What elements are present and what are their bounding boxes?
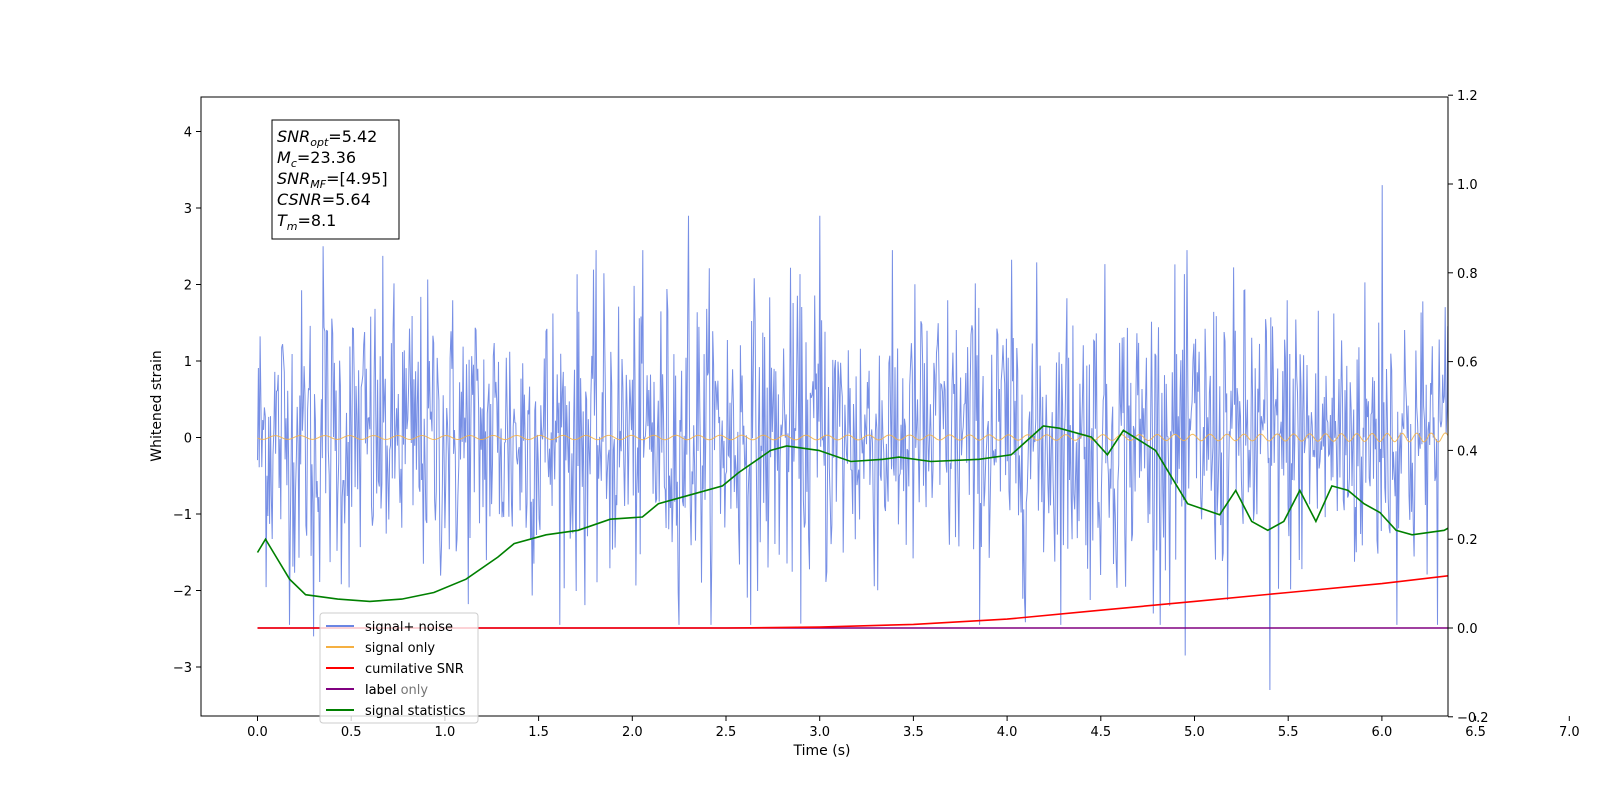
series-signal-plus-noise — [257, 185, 1448, 691]
y-axis-ticks: −3 −2 −1 0 1 2 3 4 — [173, 126, 201, 676]
x-tick-label: 4.0 — [997, 725, 1018, 740]
annotation-subscript: m — [287, 220, 298, 233]
series-cumulative-snr — [257, 574, 1448, 629]
signal-series-layer — [257, 432, 1448, 443]
legend-frame — [319, 612, 479, 724]
y2-tick-label: 0.0 — [1457, 622, 1478, 637]
annotation-box-frame — [271, 119, 400, 240]
y-tick-label: 0 — [184, 432, 192, 447]
legend-entry: signal only — [365, 641, 435, 656]
y2-tick-label: 0.8 — [1457, 267, 1478, 282]
x-tick-label: 5.0 — [1184, 725, 1205, 740]
noise-series-layer — [257, 185, 1448, 691]
x-tick-label: 1.0 — [435, 725, 456, 740]
series-signal-only — [257, 432, 1448, 443]
annotation-value: =5.64 — [322, 190, 371, 209]
annotation-value: =[4.95] — [326, 169, 388, 188]
x-tick-label: 2.5 — [716, 725, 737, 740]
y2-tick-label: 0.4 — [1457, 444, 1478, 459]
y-tick-label: 1 — [184, 355, 192, 370]
legend-entry: cumilative SNR — [365, 662, 464, 677]
plot-frame — [200, 96, 1449, 717]
y-tick-label: −3 — [173, 661, 192, 676]
legend-entry: signal statistics — [365, 704, 466, 719]
x-tick-label: 7.0 — [1559, 725, 1580, 740]
x-tick-label: 3.5 — [903, 725, 924, 740]
x-tick-label: 0.0 — [247, 725, 268, 740]
y-tick-label: 2 — [184, 279, 192, 294]
annotation-value: =23.36 — [297, 148, 356, 167]
y2-tick-label: −0.2 — [1457, 711, 1489, 726]
y-axis-label: Whitened strain — [149, 350, 165, 461]
x-tick-label: 0.5 — [341, 725, 362, 740]
annotation-symbol: SNR — [277, 127, 310, 146]
x-axis-ticks: 0.0 0.5 1.0 1.5 2.0 2.5 3.0 3.5 4.0 4.5 5.0 5.5 6.0 6… — [247, 716, 1580, 740]
x-tick-label: 3.0 — [809, 725, 830, 740]
y2-axis-ticks: −0.2 0.0 0.2 0.4 0.6 0.8 1.0 1.2 — [1448, 89, 1489, 726]
y-tick-label: 3 — [184, 202, 192, 217]
x-axis-label: Time (s) — [793, 743, 851, 759]
y2-tick-label: 1.2 — [1457, 89, 1478, 104]
y-tick-label: −2 — [173, 585, 192, 600]
annotation-subscript: c — [291, 157, 297, 170]
x-tick-label: 1.5 — [528, 725, 549, 740]
annotation-value: =5.42 — [328, 127, 377, 146]
annotation-value: =8.1 — [298, 211, 337, 230]
right-axis-series-layer — [256, 425, 1448, 629]
y-tick-label: −1 — [173, 508, 192, 523]
annotation-subscript: MF — [310, 178, 326, 191]
x-tick-label: 4.5 — [1090, 725, 1111, 740]
series-signal-statistics — [256, 425, 1448, 603]
x-tick-label: 6.0 — [1372, 725, 1393, 740]
annotation-box: SNRopt=5.42 Mc=23.36 SNRMF=[4.95] CSNR=5.64… — [271, 119, 400, 240]
y2-tick-label: 0.2 — [1457, 533, 1478, 548]
legend: signal+ noise signal only cumilative SNR la… — [319, 612, 479, 724]
x-tick-label: 2.0 — [622, 725, 643, 740]
legend-entry: signal+ noise — [365, 620, 453, 635]
y2-tick-label: 1.0 — [1457, 178, 1478, 193]
annotation-text: SNRopt=5.42 Mc=23.36 SNRMF=[4.95] CSNR=5.64… — [277, 127, 388, 233]
y2-tick-label: 0.6 — [1457, 356, 1478, 371]
legend-hidden-entry: label only — [365, 683, 428, 698]
x-tick-label: 5.5 — [1278, 725, 1299, 740]
annotation-symbol: CSNR — [277, 190, 322, 209]
y-tick-label: 4 — [184, 126, 192, 141]
annotation-symbol: T — [277, 211, 288, 230]
annotation-symbol: SNR — [277, 169, 310, 188]
legend-entry: label — [365, 683, 396, 698]
annotation-subscript: opt — [310, 136, 329, 149]
annotation-symbol: M — [277, 148, 291, 167]
x-tick-label: 6.5 — [1465, 725, 1486, 740]
